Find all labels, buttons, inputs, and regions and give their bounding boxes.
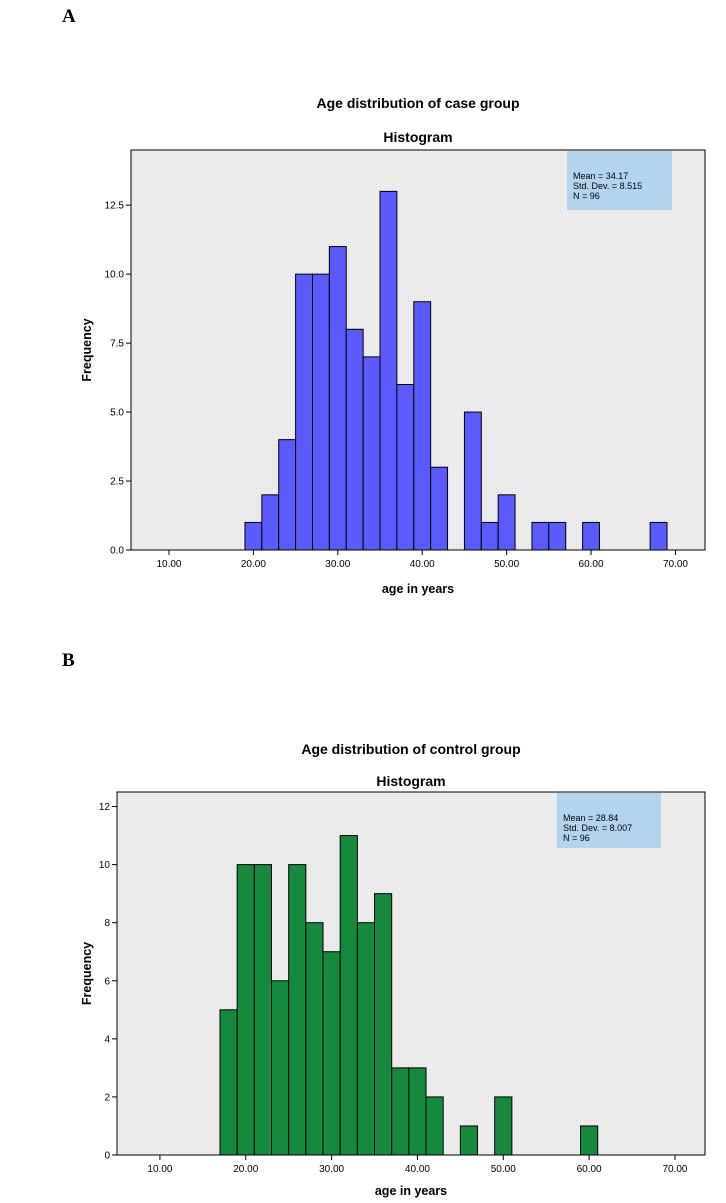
y-tick-label: 12 bbox=[99, 802, 111, 813]
y-tick-label: 10.0 bbox=[105, 270, 125, 281]
histogram-bar bbox=[379, 190, 398, 551]
x-tick-label: 40.00 bbox=[405, 1164, 430, 1175]
histogram-bar bbox=[305, 922, 324, 1156]
histogram-bar bbox=[548, 521, 567, 551]
histogram-bar bbox=[339, 835, 358, 1156]
histogram-bar bbox=[253, 864, 273, 1156]
x-tick-label: 10.00 bbox=[156, 559, 181, 570]
y-tick-label: 7.5 bbox=[110, 339, 124, 350]
chart-subtitle: Histogram bbox=[376, 773, 445, 789]
histogram-bar bbox=[288, 864, 307, 1156]
histogram-bar bbox=[582, 521, 600, 551]
chart-title: Age distribution of control group bbox=[301, 741, 520, 757]
stats-mean: Mean = 28.84 bbox=[563, 813, 618, 823]
histogram-bar bbox=[463, 411, 482, 551]
y-tick-label: 8 bbox=[104, 918, 110, 929]
panel-label-b: B bbox=[62, 650, 75, 671]
y-tick-label: 2 bbox=[104, 1092, 110, 1103]
stats-n: N = 96 bbox=[563, 833, 590, 843]
x-tick-label: 60.00 bbox=[579, 559, 604, 570]
x-tick-label: 30.00 bbox=[319, 1164, 344, 1175]
histogram-bar bbox=[219, 1009, 238, 1156]
y-tick-label: 5.0 bbox=[110, 408, 124, 419]
histogram-bar bbox=[480, 521, 499, 551]
histogram-bar bbox=[278, 439, 297, 551]
x-tick-label: 50.00 bbox=[494, 559, 519, 570]
chart-case-group: Age distribution of case group Histogram 0… bbox=[80, 95, 706, 596]
x-tick-label: 60.00 bbox=[577, 1164, 602, 1175]
y-tick-label: 12.5 bbox=[105, 201, 125, 212]
x-tick-label: 20.00 bbox=[233, 1164, 258, 1175]
y-tick-label: 4 bbox=[104, 1034, 110, 1045]
histogram-bar bbox=[425, 1096, 444, 1156]
histogram-bar bbox=[295, 273, 313, 551]
histogram-bar bbox=[236, 864, 255, 1156]
panel-label-a: A bbox=[62, 6, 76, 27]
histogram-bar bbox=[322, 951, 341, 1156]
histogram-bar bbox=[459, 1125, 479, 1156]
chart-control-group: Age distribution of control group Histogr… bbox=[80, 741, 706, 1198]
x-tick-label: 20.00 bbox=[241, 559, 266, 570]
x-axis-label: age in years bbox=[375, 1184, 447, 1198]
stats-mean: Mean = 34.17 bbox=[573, 171, 628, 181]
y-tick-label: 0.0 bbox=[110, 546, 124, 557]
histogram-bar bbox=[494, 1096, 513, 1156]
stats-box bbox=[557, 793, 661, 848]
stats-n: N = 96 bbox=[573, 191, 600, 201]
histogram-bar bbox=[271, 980, 290, 1156]
histogram-bar bbox=[580, 1125, 599, 1156]
x-tick-label: 50.00 bbox=[491, 1164, 516, 1175]
histogram-bar bbox=[328, 246, 347, 551]
histogram-bar bbox=[649, 521, 668, 551]
histogram-bar bbox=[531, 521, 550, 551]
histogram-bar bbox=[374, 893, 393, 1156]
histogram-bar bbox=[345, 328, 364, 551]
x-tick-label: 70.00 bbox=[663, 559, 688, 570]
stats-std-dev: Std. Dev. = 8.515 bbox=[573, 181, 642, 191]
histogram-bar bbox=[261, 494, 280, 551]
x-tick-label: 40.00 bbox=[410, 559, 435, 570]
y-tick-label: 2.5 bbox=[110, 477, 124, 488]
y-axis-label: Frequency bbox=[80, 942, 94, 1005]
y-tick-label: 0 bbox=[104, 1151, 110, 1162]
histogram-bar bbox=[396, 383, 415, 551]
histogram-bar bbox=[391, 1067, 410, 1156]
stats-box bbox=[567, 151, 672, 210]
x-tick-label: 30.00 bbox=[325, 559, 350, 570]
histogram-bar bbox=[413, 301, 432, 551]
x-tick-label: 10.00 bbox=[147, 1164, 172, 1175]
stats-std-dev: Std. Dev. = 8.007 bbox=[563, 823, 632, 833]
x-axis-label: age in years bbox=[382, 582, 454, 596]
histogram-bar bbox=[408, 1067, 427, 1156]
histogram-bar bbox=[311, 273, 330, 551]
histogram-bar bbox=[356, 922, 376, 1156]
histogram-bar bbox=[497, 494, 516, 551]
chart-title: Age distribution of case group bbox=[316, 95, 519, 111]
histogram-bar bbox=[244, 521, 263, 551]
y-tick-label: 6 bbox=[104, 976, 110, 987]
histogram-bar bbox=[430, 466, 449, 551]
histogram-bar bbox=[362, 356, 381, 551]
y-tick-label: 10 bbox=[99, 860, 111, 871]
y-axis-label: Frequency bbox=[80, 318, 94, 381]
x-tick-label: 70.00 bbox=[662, 1164, 687, 1175]
chart-subtitle: Histogram bbox=[383, 129, 452, 145]
